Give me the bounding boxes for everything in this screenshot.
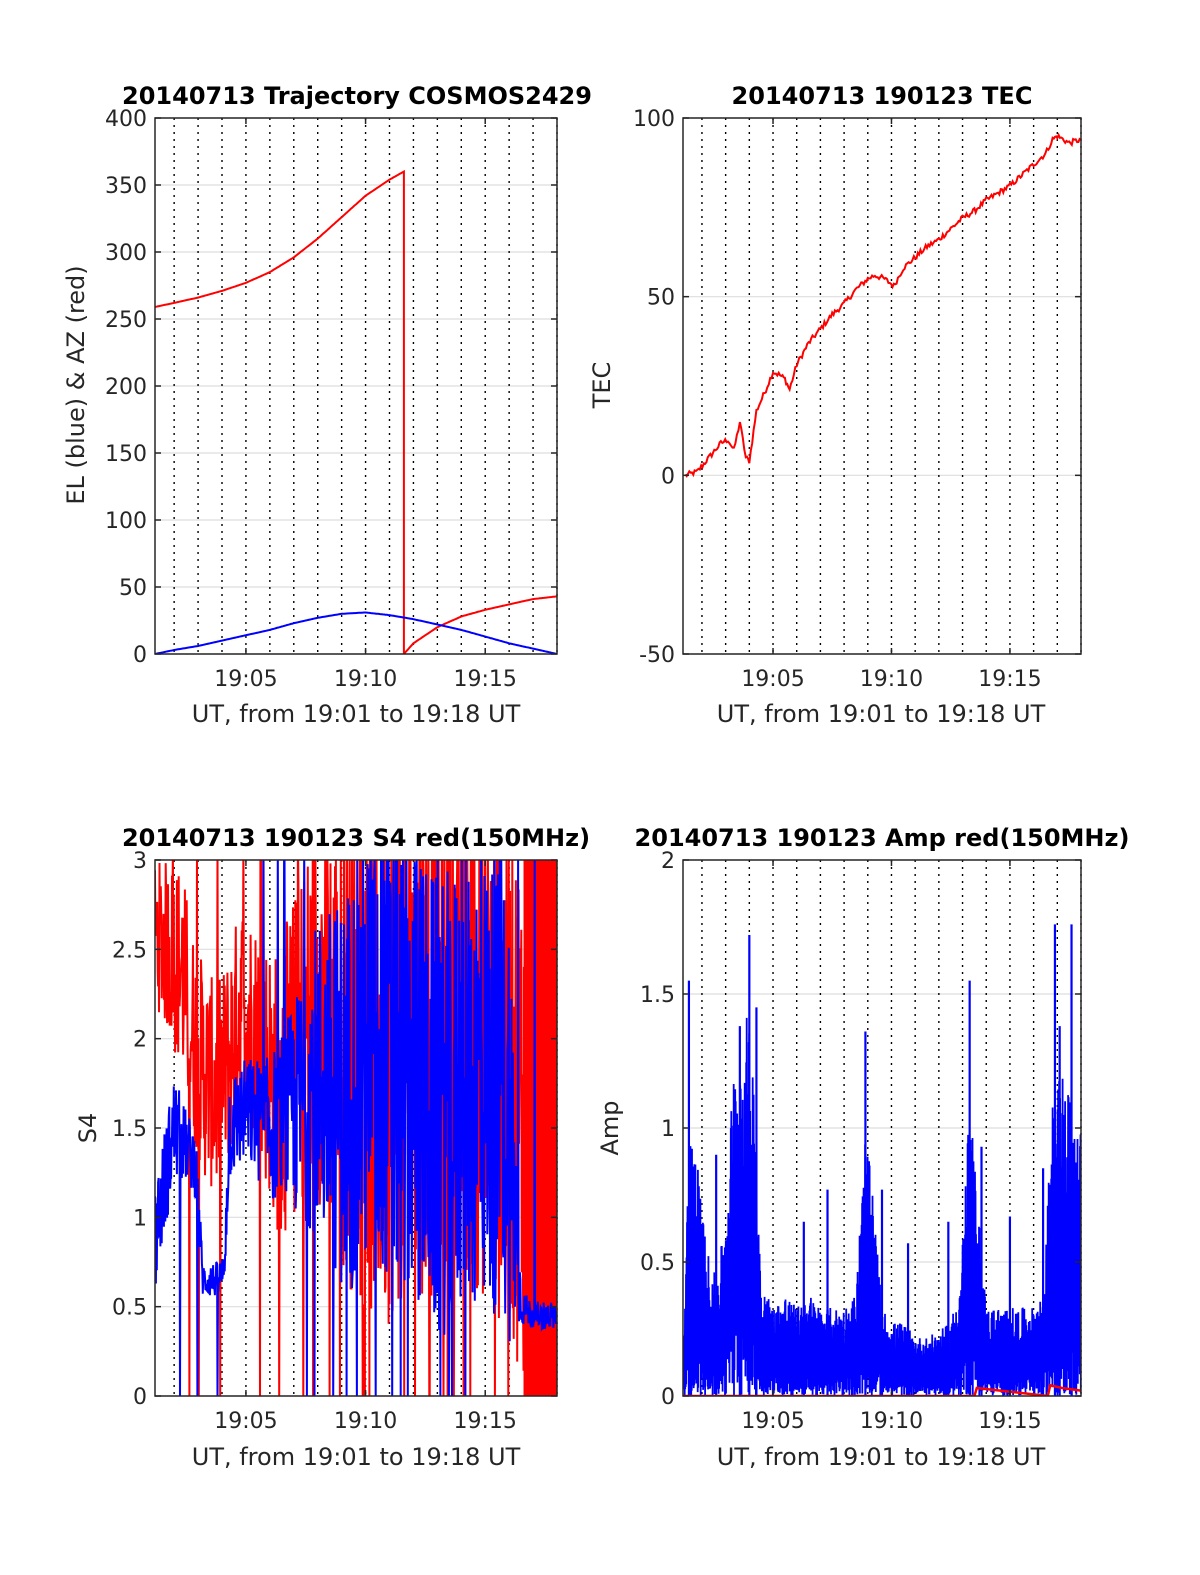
- x-axis-label: UT, from 19:01 to 19:18 UT: [192, 700, 521, 728]
- series-line-1: [155, 611, 557, 654]
- series-group: [683, 924, 1081, 1396]
- y-tick-label: 0: [661, 464, 675, 489]
- panel-amp: 20140713 190123 Amp red(150MHz) UT, from…: [596, 824, 1129, 1471]
- y-tick-label: 1.5: [112, 1117, 147, 1142]
- x-tick-label: 19:10: [860, 667, 923, 692]
- x-tick-label: 19:15: [454, 667, 517, 692]
- y-axis-label: S4: [74, 1113, 102, 1144]
- series-line-1: [683, 1383, 1081, 1396]
- series-line-0: [155, 169, 557, 654]
- y-axis-label: TEC: [588, 362, 616, 410]
- y-tick-label: 1.5: [640, 983, 675, 1008]
- x-tick-label: 19:05: [214, 667, 277, 692]
- y-tick-label: -50: [639, 643, 675, 668]
- y-tick-label: 2: [133, 1028, 147, 1053]
- series-group: [155, 169, 557, 654]
- panel-title: 20140713 190123 TEC: [732, 82, 1033, 110]
- x-axis-label: UT, from 19:01 to 19:18 UT: [717, 700, 1046, 728]
- y-tick-label: 100: [633, 107, 675, 132]
- x-tick-label: 19:10: [860, 1409, 923, 1434]
- y-tick-label: 100: [105, 509, 147, 534]
- x-tick-label: 19:05: [741, 1409, 804, 1434]
- y-tick-label: 2: [661, 849, 675, 874]
- y-tick-label: 50: [647, 286, 675, 311]
- y-tick-label: 1: [133, 1206, 147, 1231]
- y-tick-label: 0: [133, 1385, 147, 1410]
- y-tick-label: 0.5: [112, 1296, 147, 1321]
- x-tick-label: 19:05: [741, 667, 804, 692]
- y-tick-label: 50: [119, 576, 147, 601]
- series-line-0: [684, 132, 1081, 478]
- y-axis-label: Amp: [596, 1100, 624, 1155]
- x-tick-label: 19:15: [978, 1409, 1041, 1434]
- y-tick-label: 250: [105, 308, 147, 333]
- y-axis-label: EL (blue) & AZ (red): [62, 265, 90, 504]
- series-line-1: [155, 860, 557, 1396]
- y-tick-label: 2.5: [112, 938, 147, 963]
- y-tick-label: 3: [133, 849, 147, 874]
- y-tick-label: 400: [105, 107, 147, 132]
- y-tick-label: 300: [105, 241, 147, 266]
- panel-trajectory: 20140713 Trajectory COSMOS2429 UT, from …: [62, 82, 592, 728]
- x-tick-label: 19:10: [334, 667, 397, 692]
- panel-title: 20140713 190123 S4 red(150MHz): [122, 824, 590, 852]
- panel-s4: 20140713 190123 S4 red(150MHz) UT, from …: [74, 824, 590, 1471]
- y-tick-label: 350: [105, 174, 147, 199]
- y-tick-label: 150: [105, 442, 147, 467]
- x-tick-label: 19:15: [978, 667, 1041, 692]
- x-tick-label: 19:05: [214, 1409, 277, 1434]
- axes-box: [682, 117, 1082, 655]
- y-tick-label: 0.5: [640, 1251, 675, 1276]
- x-tick-label: 19:10: [334, 1409, 397, 1434]
- panel-title: 20140713 190123 Amp red(150MHz): [635, 824, 1130, 852]
- x-tick-label: 19:15: [454, 1409, 517, 1434]
- y-tick-label: 0: [133, 643, 147, 668]
- panel-tec: 20140713 190123 TEC UT, from 19:01 to 19…: [588, 82, 1082, 728]
- panel-title: 20140713 Trajectory COSMOS2429: [122, 82, 592, 110]
- x-axis-label: UT, from 19:01 to 19:18 UT: [717, 1443, 1046, 1471]
- y-tick-label: 0: [661, 1385, 675, 1410]
- x-axis-label: UT, from 19:01 to 19:18 UT: [192, 1443, 521, 1471]
- y-tick-label: 1: [661, 1117, 675, 1142]
- y-tick-label: 200: [105, 375, 147, 400]
- series-group: [684, 132, 1081, 478]
